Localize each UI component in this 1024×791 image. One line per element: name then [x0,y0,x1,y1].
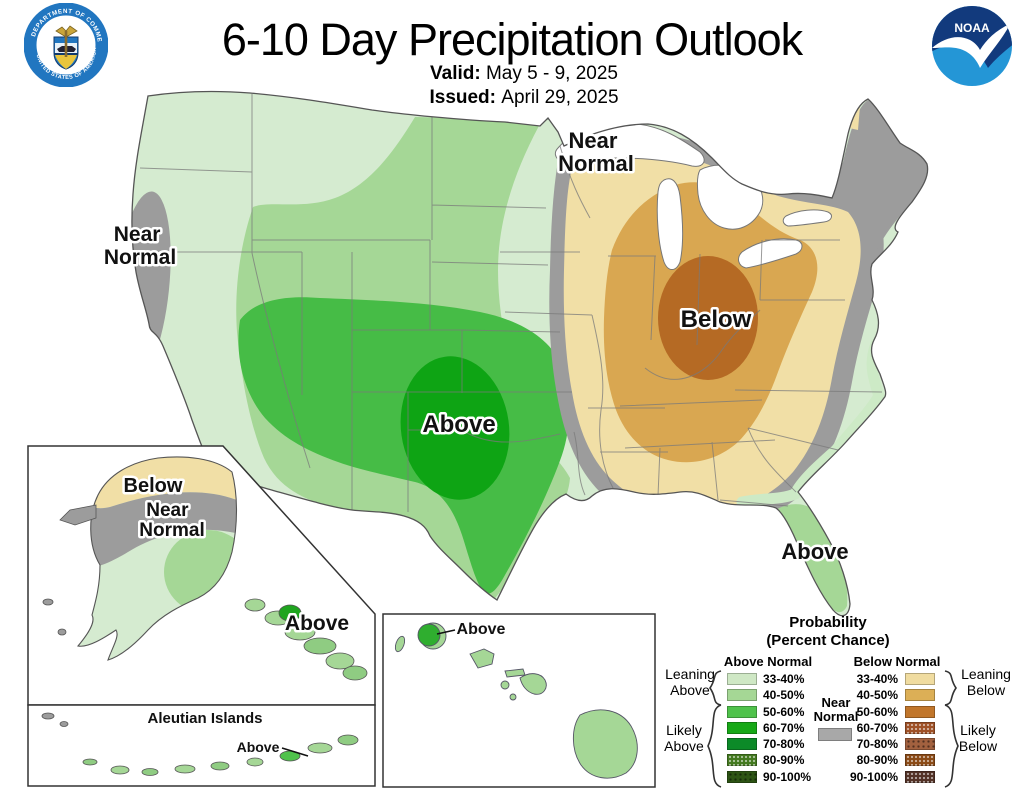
island-niihau [394,635,406,653]
island-kahoolawe [509,693,517,701]
lake-erie [738,238,803,269]
valid-value: May 5 - 9, 2025 [485,63,618,84]
legend-range-below-70-80: 70-80% [856,737,898,751]
alaska-panhandle-islands [42,598,368,681]
legend-range-above-90-100: 90-100% [763,770,812,784]
issued-label: Issued: [429,87,496,108]
legend-swatch-above-60-70 [727,722,757,734]
label-above-southern-plains: Above [422,411,495,438]
legend-leaning-above-label: Leaning Above [665,666,715,698]
legend-swatch-above-40-50 [727,689,757,701]
island-lanai [500,680,510,690]
valid-issued-block: Valid: May 5 - 9, 2025 Issued: April 29,… [284,62,764,110]
legend-swatch-above-50-60 [727,706,757,718]
legend-range-below-60-70: 60-70% [856,721,898,735]
legend-likely-above-label: Likely Above [664,722,704,754]
legend-above-header: Above Normal [723,654,813,669]
legend-leaning-below-label: Leaning Below [961,666,1011,698]
label-aleutian-islands: Aleutian Islands [147,710,262,727]
label-near-normal-north: Near Normal [558,128,634,176]
island-oahu [469,648,495,669]
conus-outline [131,90,929,617]
doc-seal-logo: DEPARTMENT OF COMMERCE UNITED STATES OF … [24,3,108,87]
legend-swatch-below-80-90 [905,754,935,766]
doc-seal-shield [53,25,79,70]
state-borders [134,94,883,512]
lake-ontario [782,209,832,227]
label-near-normal-west: Near Normal [104,223,176,269]
legend-range-above-50-60: 50-60% [763,705,805,719]
brace-likely-above [707,704,722,788]
legend-swatch-below-33-40 [905,673,935,685]
noaa-logo: NOAA [932,6,1012,86]
legend-range-below-90-100: 90-100% [849,770,898,784]
noaa-logo-text: NOAA [954,21,990,35]
brace-leaning-above [709,670,722,706]
legend-range-below-80-90: 80-90% [856,753,898,767]
legend-swatch-below-70-80 [905,738,935,750]
aleutian-islands-shapes [41,712,359,776]
probability-legend: Probability (Percent Chance) Above Norma… [648,610,1024,790]
label-alaska-near-normal: Near Normal [139,500,204,541]
legend-range-above-80-90: 80-90% [763,753,805,767]
legend-range-above-40-50: 40-50% [763,688,805,702]
label-alaska-below: Below [124,475,183,497]
noaa-gull-icon [932,24,1010,68]
legend-subtitle: (Percent Chance) [766,632,890,649]
page-title: 6-10 Day Precipitation Outlook [221,14,803,65]
legend-below-header: Below Normal [853,654,941,669]
aleutian-inset-frame [27,704,376,787]
legend-near-normal-label: Near Normal [813,695,859,724]
legend-range-above-60-70: 60-70% [763,721,805,735]
legend-title: Probability [789,614,867,631]
alaska-near-normal-region [78,492,237,569]
hawaii-islands [394,622,638,779]
legend-swatch-below-60-70 [905,722,935,734]
legend-swatch-above-90-100 [727,771,757,783]
legend-swatch-above-70-80 [727,738,757,750]
legend-range-below-40-50: 40-50% [856,688,898,702]
alaska-seward-peninsula [59,504,97,526]
legend-swatch-near-normal [818,728,852,741]
legend-range-above-70-80: 70-80% [763,737,805,751]
label-alaska-above: Above [285,612,349,635]
legend-swatch-below-90-100 [905,771,935,783]
island-kauai [417,623,441,647]
issued-line: Issued: April 29, 2025 [284,86,764,110]
label-aleutian-above: Above [237,739,280,755]
valid-line: Valid: May 5 - 9, 2025 [284,62,764,86]
label-above-florida: Above [781,539,848,564]
hawaii-above-pointer-line [436,629,456,635]
legend-swatch-above-80-90 [727,754,757,766]
alaska-inset [27,445,376,787]
legend-range-below-33-40: 33-40% [856,672,898,686]
island-maui [519,673,547,695]
legend-likely-below-label: Likely Below [958,722,998,754]
legend-range-above-33-40: 33-40% [763,672,805,686]
legend-swatch-above-33-40 [727,673,757,685]
aleutian-above-pointer-line [281,747,309,757]
lake-michigan [656,178,684,270]
brace-leaning-below [944,670,957,706]
alaska-outline [76,456,238,661]
issued-value: April 29, 2025 [501,87,619,108]
hawaii-inset [382,613,656,788]
legend-swatch-below-40-50 [905,689,935,701]
legend-swatch-below-50-60 [905,706,935,718]
label-below-ohio-valley: Below [681,306,752,333]
island-hawaii [572,709,638,779]
legend-range-below-50-60: 50-60% [856,705,898,719]
valid-label: Valid: [430,63,481,84]
brace-likely-below [944,704,959,788]
label-hawaii-above: Above [457,621,506,638]
region-below-50-60 [658,256,758,380]
